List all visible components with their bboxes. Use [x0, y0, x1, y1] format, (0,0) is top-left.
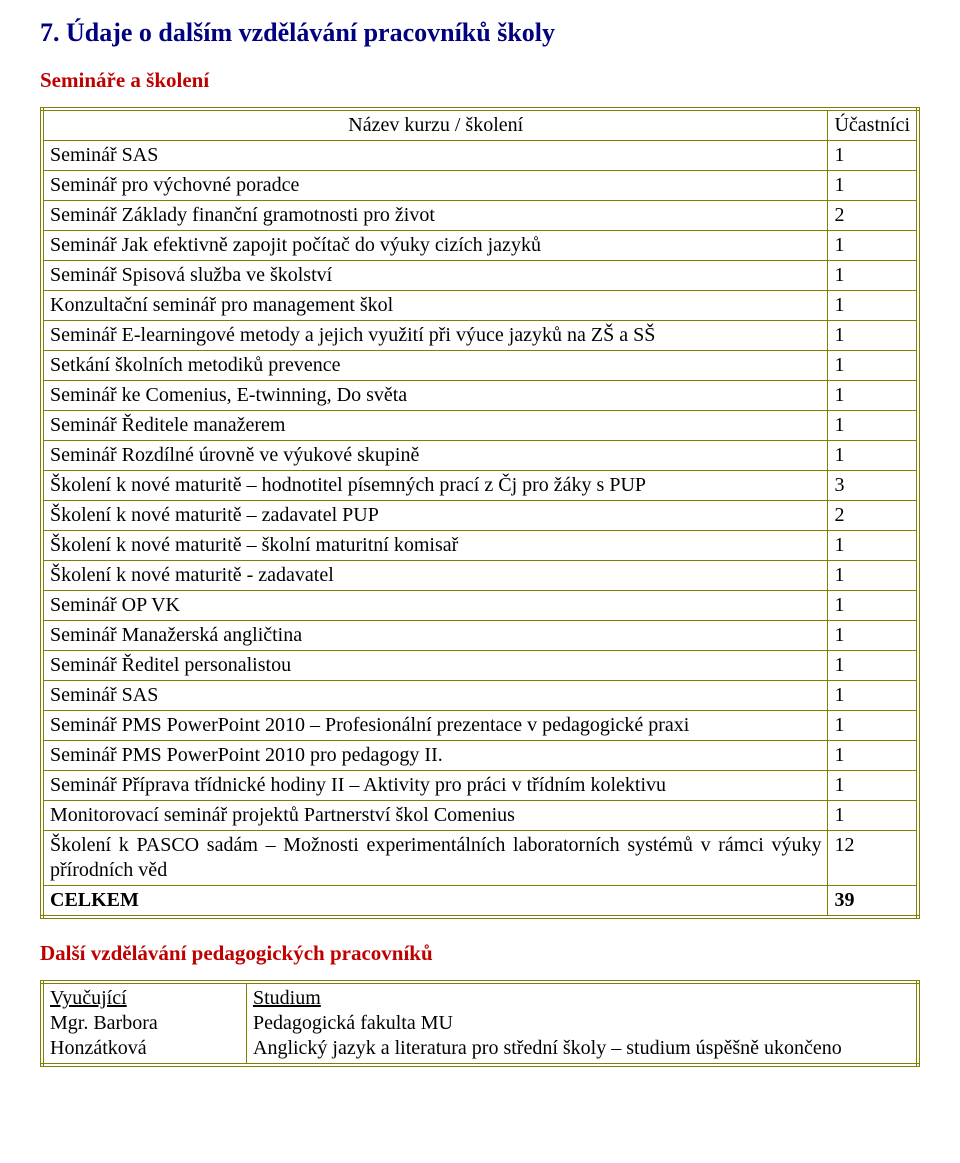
- seminars-header-count: Účastníci: [828, 109, 918, 141]
- table-row: Seminář E-learningové metody a jejich vy…: [42, 321, 918, 351]
- seminar-count: 12: [828, 831, 918, 886]
- seminar-name: Školení k PASCO sadám – Možnosti experim…: [42, 831, 828, 886]
- table-row: Seminář Rozdílné úrovně ve výukové skupi…: [42, 441, 918, 471]
- seminar-name: Školení k nové maturitě – zadavatel PUP: [42, 501, 828, 531]
- table-row: Seminář SAS1: [42, 681, 918, 711]
- seminar-name: Školení k nové maturitě – hodnotitel pís…: [42, 471, 828, 501]
- seminar-count: 2: [828, 201, 918, 231]
- seminar-count: 1: [828, 141, 918, 171]
- study-desc: Pedagogická fakulta MUAnglický jazyk a l…: [253, 1012, 842, 1059]
- table-row: Seminář Ředitel personalistou1: [42, 651, 918, 681]
- seminar-name: Seminář SAS: [42, 681, 828, 711]
- seminar-name: Seminář Ředitele manažerem: [42, 411, 828, 441]
- seminar-name: Seminář Manažerská angličtina: [42, 621, 828, 651]
- seminar-name: CELKEM: [42, 886, 828, 918]
- seminar-count: 1: [828, 771, 918, 801]
- table-row: Školení k nové maturitě – školní maturit…: [42, 531, 918, 561]
- table-row: Seminář Ředitele manažerem1: [42, 411, 918, 441]
- table-row: Seminář SAS1: [42, 141, 918, 171]
- seminar-name: Monitorovací seminář projektů Partnerstv…: [42, 801, 828, 831]
- section-further-edu-title: Další vzdělávání pedagogických pracovník…: [40, 941, 920, 966]
- seminar-name: Konzultační seminář pro management škol: [42, 291, 828, 321]
- seminar-count: 1: [828, 801, 918, 831]
- seminar-name: Seminář ke Comenius, E-twinning, Do svět…: [42, 381, 828, 411]
- table-row: CELKEM39: [42, 886, 918, 918]
- seminar-name: Seminář PMS PowerPoint 2010 – Profesioná…: [42, 711, 828, 741]
- seminar-name: Seminář PMS PowerPoint 2010 pro pedagogy…: [42, 741, 828, 771]
- seminar-name: Seminář Příprava třídnické hodiny II – A…: [42, 771, 828, 801]
- seminar-count: 39: [828, 886, 918, 918]
- seminar-count: 1: [828, 531, 918, 561]
- seminar-name: Seminář Ředitel personalistou: [42, 651, 828, 681]
- table-row: Seminář Jak efektivně zapojit počítač do…: [42, 231, 918, 261]
- seminars-header-name: Název kurzu / školení: [42, 109, 828, 141]
- seminar-name: Seminář Spisová služba ve školství: [42, 261, 828, 291]
- table-row: Školení k nové maturitě - zadavatel1: [42, 561, 918, 591]
- seminar-name: Setkání školních metodiků prevence: [42, 351, 828, 381]
- seminar-name: Seminář Jak efektivně zapojit počítač do…: [42, 231, 828, 261]
- table-row: Seminář pro výchovné poradce1: [42, 171, 918, 201]
- seminar-name: Seminář Základy finanční gramotnosti pro…: [42, 201, 828, 231]
- seminar-count: 1: [828, 411, 918, 441]
- table-row: Seminář Příprava třídnické hodiny II – A…: [42, 771, 918, 801]
- seminar-count: 1: [828, 621, 918, 651]
- seminar-count: 3: [828, 471, 918, 501]
- seminar-count: 1: [828, 681, 918, 711]
- table-row: Seminář ke Comenius, E-twinning, Do svět…: [42, 381, 918, 411]
- seminar-count: 1: [828, 651, 918, 681]
- table-row: Seminář PMS PowerPoint 2010 – Profesioná…: [42, 711, 918, 741]
- seminar-name: Seminář OP VK: [42, 591, 828, 621]
- teacher-cell: Vyučující Mgr. Barbora Honzátková: [42, 982, 247, 1065]
- further-edu-table: Vyučující Mgr. Barbora Honzátková Studium P…: [40, 980, 920, 1067]
- table-row: Monitorovací seminář projektů Partnerstv…: [42, 801, 918, 831]
- seminar-count: 1: [828, 561, 918, 591]
- seminar-count: 1: [828, 321, 918, 351]
- page: 7. Údaje o dalším vzdělávání pracovníků …: [0, 0, 960, 1087]
- seminar-name: Seminář Rozdílné úrovně ve výukové skupi…: [42, 441, 828, 471]
- seminar-name: Školení k nové maturitě - zadavatel: [42, 561, 828, 591]
- table-row: Seminář OP VK1: [42, 591, 918, 621]
- table-row: Setkání školních metodiků prevence1: [42, 351, 918, 381]
- seminars-table: Název kurzu / školeníÚčastníciSeminář SA…: [40, 107, 920, 919]
- teacher-name: Mgr. Barbora Honzátková: [50, 1012, 158, 1059]
- seminar-count: 1: [828, 171, 918, 201]
- table-row: Seminář Základy finanční gramotnosti pro…: [42, 201, 918, 231]
- seminar-name: Seminář E-learningové metody a jejich vy…: [42, 321, 828, 351]
- table-row: Konzultační seminář pro management škol1: [42, 291, 918, 321]
- seminar-count: 2: [828, 501, 918, 531]
- table-row: Seminář Manažerská angličtina1: [42, 621, 918, 651]
- seminar-count: 1: [828, 291, 918, 321]
- seminar-count: 1: [828, 351, 918, 381]
- table-row: Školení k nové maturitě – zadavatel PUP2: [42, 501, 918, 531]
- further-edu-header-right: Studium: [253, 987, 321, 1009]
- further-edu-header-left: Vyučující: [50, 987, 127, 1009]
- seminar-count: 1: [828, 711, 918, 741]
- seminar-count: 1: [828, 231, 918, 261]
- seminar-count: 1: [828, 591, 918, 621]
- seminar-count: 1: [828, 381, 918, 411]
- table-row: Seminář PMS PowerPoint 2010 pro pedagogy…: [42, 741, 918, 771]
- seminar-count: 1: [828, 261, 918, 291]
- seminar-count: 1: [828, 441, 918, 471]
- seminar-count: 1: [828, 741, 918, 771]
- table-row: Školení k PASCO sadám – Možnosti experim…: [42, 831, 918, 886]
- section-seminars-title: Semináře a školení: [40, 68, 920, 93]
- seminar-name: Školení k nové maturitě – školní maturit…: [42, 531, 828, 561]
- table-row: Vyučující Mgr. Barbora Honzátková Studium P…: [42, 982, 918, 1065]
- seminar-name: Seminář SAS: [42, 141, 828, 171]
- table-row: Seminář Spisová služba ve školství1: [42, 261, 918, 291]
- study-cell: Studium Pedagogická fakulta MUAnglický ja…: [247, 982, 919, 1065]
- page-title: 7. Údaje o dalším vzdělávání pracovníků …: [40, 18, 920, 48]
- table-row: Školení k nové maturitě – hodnotitel pís…: [42, 471, 918, 501]
- seminar-name: Seminář pro výchovné poradce: [42, 171, 828, 201]
